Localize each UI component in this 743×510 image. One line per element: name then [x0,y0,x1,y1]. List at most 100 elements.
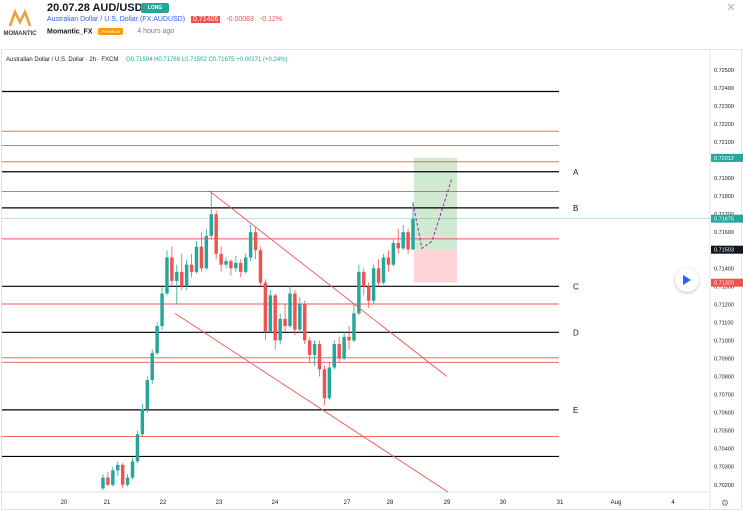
price-axis-label-17: 0.70800 [714,375,734,381]
candle-body-13 [165,257,169,294]
price-label-2: 0.71503 [714,248,734,254]
candle-body-23 [214,214,218,254]
candle-body-41 [303,304,307,341]
author-name[interactable]: Momantic_FX [47,28,93,36]
time-axis-label-0: 20 [61,500,68,506]
time-axis-label-1: 21 [104,500,111,506]
momantic-logo: MOMANTIC [4,8,37,37]
candle-body-59 [391,243,396,265]
candle-body-8 [140,409,145,435]
candle-body-27 [234,262,238,269]
price-axis-label-20: 0.70500 [714,429,734,435]
candle-body-31 [253,232,258,251]
price-axis-label-6: 0.71900 [714,176,734,182]
candle-body-40 [298,304,302,330]
price-axis-label-3: 0.72200 [714,122,734,128]
price-label-3: 0.71320 [714,281,734,287]
price-label-1: 0.71675 [714,217,734,223]
candle-body-21 [204,235,209,269]
candle-body-22 [209,214,213,236]
candle-body-26 [229,261,233,269]
time-axis-label-3: 23 [216,500,223,506]
gear-icon[interactable]: ⚙ [720,498,730,508]
candle-body-54 [366,286,371,301]
candle-body-60 [396,243,400,249]
price-label-bg-0 [711,153,743,162]
candle-body-25 [224,261,228,265]
candle-body-37 [283,318,287,327]
author-row: Momantic_FX PREMIUM 4 hours ago [47,28,174,35]
candle-body-39 [293,293,297,330]
projection-path [412,177,453,250]
candle-body-33 [263,282,268,332]
price-axis-label-14: 0.71100 [714,320,733,326]
last-price: 0.71406 [191,16,221,23]
price-axis-label-11: 0.71400 [714,266,734,272]
candle-body-29 [243,257,248,272]
candle-body-6 [130,461,135,478]
level-label-c: C [573,282,579,291]
candle-body-20 [199,246,204,269]
candle-body-36 [278,318,282,341]
candle-body-17 [184,264,189,287]
candle-body-28 [239,262,243,272]
candle-body-42 [307,340,312,355]
symbol-link[interactable]: Australian Dollar / U.S. Dollar (FX:AUDU… [47,16,186,23]
candle-body-45 [322,369,327,399]
symbol-row: Australian Dollar / U.S. Dollar (FX:AUDU… [47,16,282,23]
price-axis-label-21: 0.70400 [714,447,734,453]
price-label-bg-2 [711,245,743,254]
price-label-0: 0.72012 [714,156,734,162]
chart-legend: Australian Dollar / U.S. Dollar · 2h · F… [6,57,288,63]
candle-body-61 [401,232,405,249]
time-axis-label-8: 30 [500,500,507,506]
close-icon[interactable]: ✕ [726,2,736,14]
time-axis-label-10: Aug [611,500,622,506]
candle-body-44 [317,344,322,370]
candle-body-24 [219,253,223,265]
candle-body-0 [101,477,105,489]
price-change-percent: -0.12% [259,16,283,23]
candle-body-49 [342,336,346,359]
candle-body-46 [327,367,332,399]
play-button[interactable] [675,268,699,292]
idea-header: MOMANTIC 20.07.28 AUD/USD LONG Australia… [0,0,743,48]
price-axis-label-13: 0.71200 [714,302,734,308]
candle-body-1 [106,477,110,485]
premium-badge: PREMIUM [98,28,124,35]
candle-body-43 [312,344,317,355]
candle-body-3 [116,464,120,471]
play-icon [683,275,691,285]
time-axis-label-11: 4 [671,500,675,506]
profit-zone [414,157,457,250]
candle-body-50 [347,336,351,341]
chart-ohlc: O0.71504 H0.71769 L0.71502 C0.71675 +0.0… [126,57,288,63]
level-label-a: A [573,168,579,177]
time-axis-label-7: 29 [444,500,451,506]
candle-body-55 [371,268,376,301]
candle-body-53 [362,271,366,287]
loss-zone [414,249,457,283]
candle-body-12 [160,293,164,327]
candle-body-47 [332,344,336,368]
level-label-b: B [573,204,578,213]
candle-body-38 [288,293,292,327]
candle-body-34 [268,295,273,332]
candle-body-57 [381,257,386,283]
published-time: 4 hours ago [137,28,175,36]
price-axis-label-12: 0.71300 [714,284,734,290]
time-axis-label-4: 24 [272,500,279,506]
price-axis-label-0: 0.72500 [714,68,734,74]
channel-upper-line [208,190,448,377]
candle-body-30 [248,232,253,258]
time-axis-label-6: 28 [387,500,394,506]
price-axis-label-4: 0.72100 [714,140,734,146]
price-label-bg-1 [711,214,743,223]
chart-instrument: Australian Dollar / U.S. Dollar · 2h · F… [6,57,119,63]
level-label-e: E [573,406,578,415]
candle-body-16 [180,271,184,287]
candle-body-58 [386,257,391,265]
candle-body-56 [376,268,381,283]
idea-title: 20.07.28 AUD/USD [47,2,143,14]
